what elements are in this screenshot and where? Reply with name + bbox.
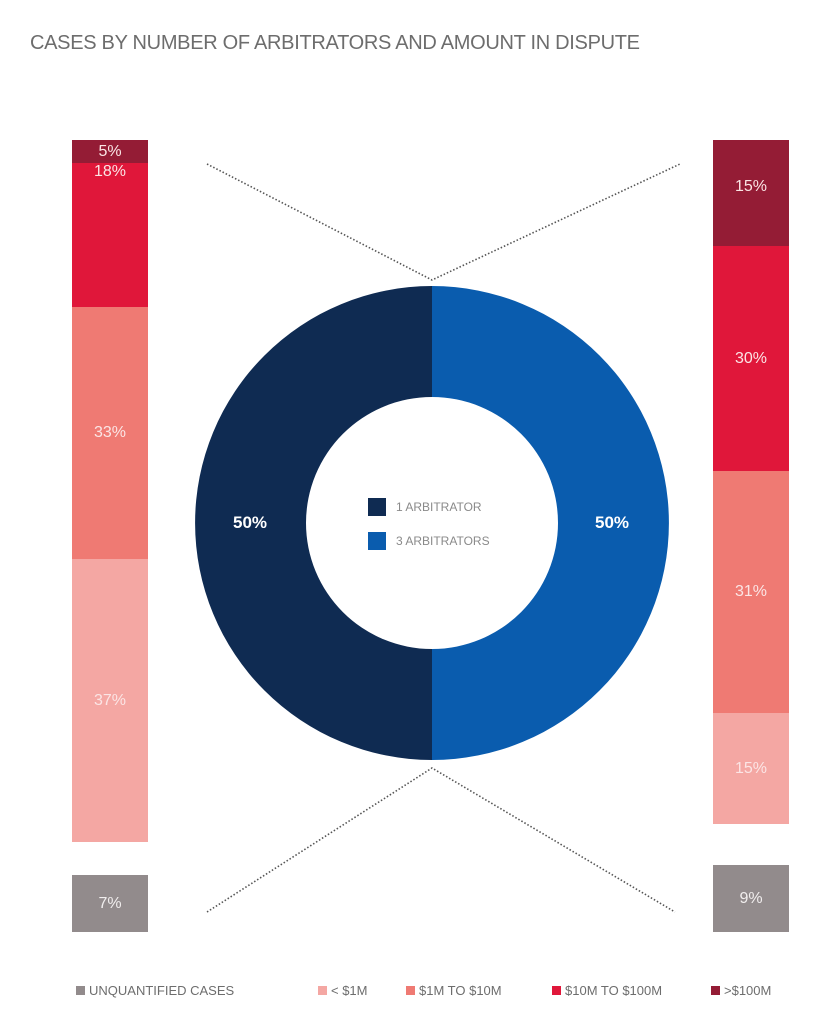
legend-item-1m-10m: $1M TO $10M	[406, 983, 502, 998]
donut-legend: 1 ARBITRATOR 3 ARBITRATORS	[368, 497, 490, 565]
right-stacked-bar: 15% 30% 31% 15%	[713, 140, 789, 824]
right-unquantified-box: 9%	[713, 865, 789, 932]
legend-label: UNQUANTIFIED CASES	[89, 983, 235, 998]
swatch-icon	[711, 986, 720, 995]
swatch-icon	[318, 986, 327, 995]
right-segment-1m-10m: 31%	[713, 471, 789, 713]
legend-item-lt-1m: < $1M	[318, 983, 368, 998]
swatch-icon	[406, 986, 415, 995]
legend-item-10m-100m: $10M TO $100M	[552, 983, 662, 998]
swatch-icon	[552, 986, 561, 995]
chart-title: CASES BY NUMBER OF ARBITRATORS AND AMOUN…	[30, 32, 640, 54]
swatch-icon	[368, 532, 386, 550]
donut-value-1-arbitrator: 50%	[233, 513, 268, 532]
donut-slice-3-arbitrators	[432, 286, 669, 760]
right-segment-lt-1m: 15%	[713, 713, 789, 824]
right-segment-gt-100m: 15%	[713, 140, 789, 246]
connector-lines	[206, 163, 681, 913]
left-segment-gt-100m: 5%	[72, 140, 148, 163]
donut-slice-1-arbitrator	[195, 286, 432, 760]
legend-label: $1M TO $10M	[419, 983, 502, 998]
legend-label: $10M TO $100M	[565, 983, 663, 998]
left-segment-lt-1m: 37%	[72, 559, 148, 842]
donut-value-3-arbitrators: 50%	[595, 513, 630, 532]
legend-label: >$100M	[724, 983, 772, 998]
donut-legend-label: 1 ARBITRATOR	[396, 500, 482, 514]
donut-legend-item: 1 ARBITRATOR	[368, 497, 490, 517]
left-segment-10m-100m: 18%	[72, 163, 148, 307]
donut-legend-item: 3 ARBITRATORS	[368, 531, 490, 551]
left-segment-1m-10m: 33%	[72, 307, 148, 559]
right-segment-10m-100m: 30%	[713, 246, 789, 471]
left-unquantified-box: 7%	[72, 875, 148, 932]
legend-label: < $1M	[331, 983, 368, 998]
donut-legend-label: 3 ARBITRATORS	[396, 534, 490, 548]
legend-item-gt-100m: >$100M	[711, 983, 771, 998]
left-stacked-bar: 5% 18% 33% 37%	[72, 140, 148, 842]
swatch-icon	[368, 498, 386, 516]
legend-item-unquantified: UNQUANTIFIED CASES	[76, 983, 234, 998]
swatch-icon	[76, 986, 85, 995]
